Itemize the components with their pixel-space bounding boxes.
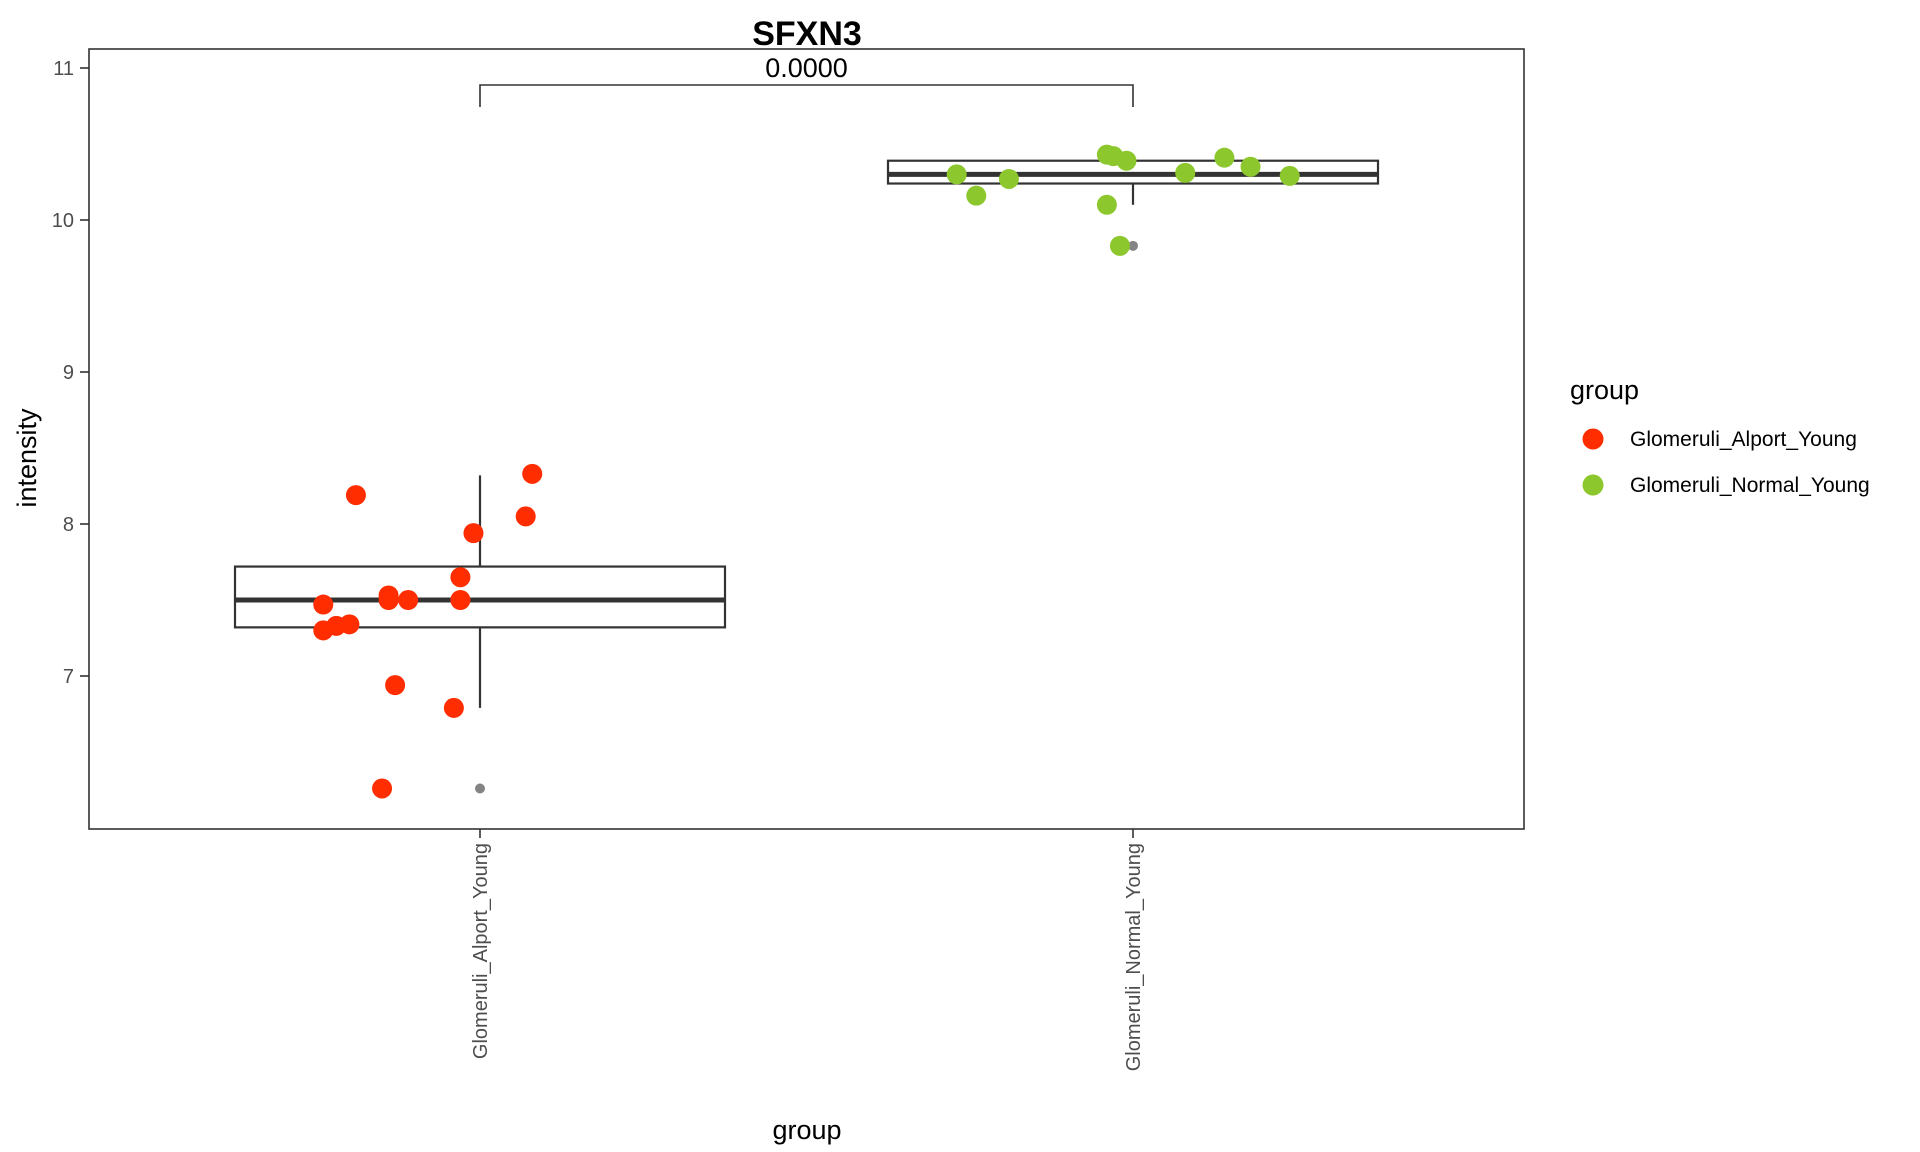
data-point-normal: [1116, 150, 1137, 171]
outlier-point: [475, 783, 485, 794]
data-point-alport: [522, 463, 543, 484]
box-iqr: [233, 565, 727, 629]
data-point-alport: [450, 567, 471, 588]
comparison-annotation: 0.0000: [479, 53, 1134, 107]
data-point-alport: [345, 485, 366, 506]
data-point-alport: [372, 778, 393, 799]
y-tick-label: 10: [52, 210, 74, 232]
chart-title: SFXN3: [752, 15, 862, 53]
data-point-alport: [443, 697, 464, 718]
legend-title: group: [1570, 375, 1639, 405]
x-axis-title: group: [772, 1115, 841, 1145]
outliers: [475, 240, 1138, 794]
data-point-normal: [1175, 162, 1196, 183]
plot-panel-border: [88, 48, 1525, 830]
x-tick-label: Glomeruli_Alport_Young: [470, 843, 492, 1059]
legend-key-2: [1582, 474, 1604, 496]
y-tick-label: 9: [63, 362, 74, 384]
data-point-alport: [450, 590, 471, 610]
data-point-alport: [313, 594, 334, 615]
legend: group Glomeruli_Alport_Young Glomeruli_No…: [1570, 375, 1870, 497]
data-point-alport: [385, 675, 406, 696]
x-tick-label: Glomeruli_Normal_Young: [1123, 843, 1145, 1071]
data-points: [313, 144, 1300, 799]
data-point-alport: [398, 590, 419, 610]
y-tick-label: 8: [63, 514, 74, 536]
data-point-normal: [1240, 156, 1261, 177]
data-point-alport: [515, 506, 536, 527]
box-1: [233, 475, 727, 708]
data-point-normal: [1109, 235, 1130, 256]
y-tick-label: 7: [63, 666, 74, 688]
data-point-normal: [1096, 194, 1117, 215]
data-point-normal: [998, 168, 1019, 189]
plot-panel: [88, 48, 1525, 830]
data-point-alport: [463, 523, 484, 544]
legend-label-2: Glomeruli_Normal_Young: [1630, 474, 1870, 497]
data-point-alport: [378, 590, 399, 610]
comparison-label: 0.0000: [765, 53, 848, 83]
outlier-point: [1128, 240, 1138, 251]
data-point-normal: [946, 164, 967, 185]
data-point-normal: [1214, 147, 1235, 168]
data-point-alport: [313, 620, 334, 641]
data-point-normal: [1279, 165, 1300, 186]
axes: 7 8 9 10 11 Glomeruli_Alport_Young Glomeruli_N…: [52, 58, 1145, 1071]
legend-label-1: Glomeruli_Alport_Young: [1630, 428, 1857, 451]
legend-key-1: [1582, 428, 1604, 450]
data-point-normal: [966, 185, 987, 206]
y-axis-title: intensity: [12, 408, 42, 508]
y-tick-label: 11: [53, 58, 74, 80]
comparison-bracket: [479, 84, 1134, 107]
